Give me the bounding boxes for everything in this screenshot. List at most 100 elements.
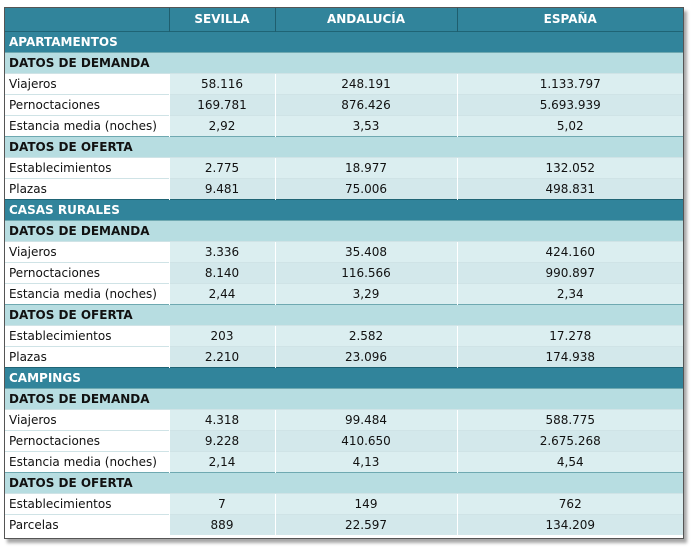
- cell-andalucia: 876.426: [274, 93, 457, 115]
- section-title: CASAS RURALES: [5, 198, 683, 220]
- cell-espana: 762: [456, 492, 683, 514]
- section-row: CAMPINGS: [5, 366, 683, 388]
- row-label: Establecimientos: [5, 324, 169, 346]
- row-label: Pernoctaciones: [5, 93, 169, 115]
- cell-sevilla: 203: [168, 324, 275, 346]
- cell-andalucia: 99.484: [274, 408, 457, 430]
- section-title: APARTAMENTOS: [5, 30, 683, 52]
- cell-espana: 2,34: [456, 282, 683, 304]
- cell-espana: 5,02: [456, 114, 683, 136]
- table-row: Pernoctaciones 9.228 410.650 2.675.268: [5, 429, 683, 451]
- row-label: Plazas: [5, 177, 169, 199]
- cell-andalucia: 23.096: [274, 345, 457, 367]
- table-row: Plazas 9.481 75.006 498.831: [5, 177, 683, 199]
- cell-sevilla: 2.210: [168, 345, 275, 367]
- cell-espana: 132.052: [456, 156, 683, 178]
- table-row: Establecimientos 7 149 762: [5, 492, 683, 514]
- table-header-row: SEVILLA ANDALUCÍA ESPAÑA: [5, 8, 683, 31]
- row-label: Establecimientos: [5, 492, 169, 514]
- row-label: Viajeros: [5, 408, 169, 430]
- row-label: Viajeros: [5, 240, 169, 262]
- header-sevilla: SEVILLA: [169, 8, 276, 31]
- subsection-title: DATOS DE OFERTA: [5, 135, 683, 157]
- cell-sevilla: 8.140: [168, 261, 275, 283]
- subsection-title: DATOS DE OFERTA: [5, 303, 683, 325]
- cell-sevilla: 2.775: [168, 156, 275, 178]
- table-row: Pernoctaciones 169.781 876.426 5.693.939: [5, 93, 683, 115]
- subsection-title: DATOS DE DEMANDA: [5, 387, 683, 409]
- subsection-row-demanda: DATOS DE DEMANDA: [5, 51, 683, 73]
- cell-sevilla: 2,44: [168, 282, 275, 304]
- cell-sevilla: 7: [168, 492, 275, 514]
- header-andalucia: ANDALUCÍA: [275, 8, 458, 31]
- row-label: Estancia media (noches): [5, 450, 169, 472]
- row-label: Pernoctaciones: [5, 429, 169, 451]
- cell-andalucia: 116.566: [274, 261, 457, 283]
- table-row: Establecimientos 203 2.582 17.278: [5, 324, 683, 346]
- table-row: Plazas 2.210 23.096 174.938: [5, 345, 683, 367]
- cell-sevilla: 9.228: [168, 429, 275, 451]
- cell-sevilla: 9.481: [168, 177, 275, 199]
- header-blank-cell: [5, 8, 170, 31]
- table-row: Viajeros 3.336 35.408 424.160: [5, 240, 683, 262]
- subsection-row-demanda: DATOS DE DEMANDA: [5, 219, 683, 241]
- table-row: Parcelas 889 22.597 134.209: [5, 513, 683, 535]
- cell-andalucia: 410.650: [274, 429, 457, 451]
- cell-andalucia: 75.006: [274, 177, 457, 199]
- row-label: Plazas: [5, 345, 169, 367]
- subsection-row-oferta: DATOS DE OFERTA: [5, 471, 683, 493]
- cell-espana: 588.775: [456, 408, 683, 430]
- cell-espana: 134.209: [456, 513, 683, 535]
- row-label: Estancia media (noches): [5, 114, 169, 136]
- cell-espana: 1.133.797: [456, 72, 683, 94]
- table-row: Estancia media (noches) 2,14 4,13 4,54: [5, 450, 683, 472]
- cell-andalucia: 22.597: [274, 513, 457, 535]
- table-row: Viajeros 4.318 99.484 588.775: [5, 408, 683, 430]
- table-row: Estancia media (noches) 2,92 3,53 5,02: [5, 114, 683, 136]
- cell-andalucia: 18.977: [274, 156, 457, 178]
- header-espana: ESPAÑA: [457, 8, 683, 31]
- subsection-title: DATOS DE DEMANDA: [5, 219, 683, 241]
- subsection-row-oferta: DATOS DE OFERTA: [5, 135, 683, 157]
- table-row: Estancia media (noches) 2,44 3,29 2,34: [5, 282, 683, 304]
- section-row: APARTAMENTOS: [5, 30, 683, 52]
- cell-andalucia: 248.191: [274, 72, 457, 94]
- row-label: Establecimientos: [5, 156, 169, 178]
- cell-andalucia: 3,29: [274, 282, 457, 304]
- row-label: Pernoctaciones: [5, 261, 169, 283]
- table-row: Pernoctaciones 8.140 116.566 990.897: [5, 261, 683, 283]
- cell-sevilla: 3.336: [168, 240, 275, 262]
- cell-espana: 174.938: [456, 345, 683, 367]
- section-row: CASAS RURALES: [5, 198, 683, 220]
- cell-andalucia: 3,53: [274, 114, 457, 136]
- cell-espana: 498.831: [456, 177, 683, 199]
- table-row: Viajeros 58.116 248.191 1.133.797: [5, 72, 683, 94]
- cell-andalucia: 149: [274, 492, 457, 514]
- cell-sevilla: 4.318: [168, 408, 275, 430]
- cell-sevilla: 58.116: [168, 72, 275, 94]
- subsection-row-demanda: DATOS DE DEMANDA: [5, 387, 683, 409]
- row-label: Viajeros: [5, 72, 169, 94]
- tourism-table-container: SEVILLA ANDALUCÍA ESPAÑA APARTAMENTOS DAT…: [4, 7, 684, 539]
- cell-andalucia: 2.582: [274, 324, 457, 346]
- cell-sevilla: 889: [168, 513, 275, 535]
- cell-andalucia: 35.408: [274, 240, 457, 262]
- cell-espana: 5.693.939: [456, 93, 683, 115]
- cell-espana: 990.897: [456, 261, 683, 283]
- table-row: Establecimientos 2.775 18.977 132.052: [5, 156, 683, 178]
- cell-sevilla: 2,92: [168, 114, 275, 136]
- cell-espana: 2.675.268: [456, 429, 683, 451]
- cell-espana: 17.278: [456, 324, 683, 346]
- cell-sevilla: 2,14: [168, 450, 275, 472]
- cell-espana: 424.160: [456, 240, 683, 262]
- section-title: CAMPINGS: [5, 366, 683, 388]
- cell-espana: 4,54: [456, 450, 683, 472]
- tourism-data-table: SEVILLA ANDALUCÍA ESPAÑA APARTAMENTOS DAT…: [5, 8, 683, 535]
- cell-andalucia: 4,13: [274, 450, 457, 472]
- row-label: Estancia media (noches): [5, 282, 169, 304]
- subsection-title: DATOS DE DEMANDA: [5, 51, 683, 73]
- subsection-title: DATOS DE OFERTA: [5, 471, 683, 493]
- cell-sevilla: 169.781: [168, 93, 275, 115]
- row-label: Parcelas: [5, 513, 169, 535]
- subsection-row-oferta: DATOS DE OFERTA: [5, 303, 683, 325]
